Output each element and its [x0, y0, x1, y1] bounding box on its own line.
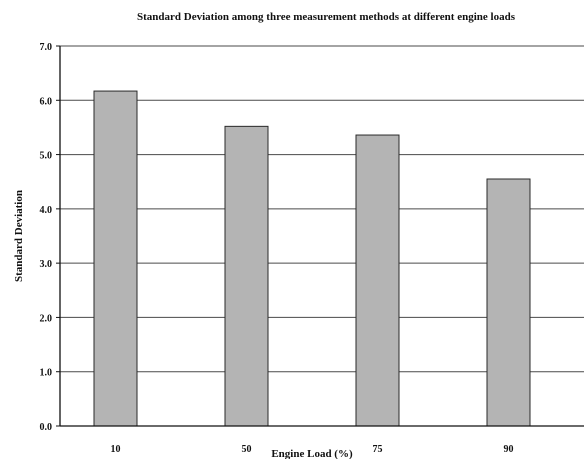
y-tick-label: 6.0 — [40, 96, 53, 107]
bar-75 — [355, 134, 400, 427]
axes — [56, 45, 584, 427]
bar-10 — [93, 90, 138, 427]
y-tick-label: 7.0 — [40, 42, 53, 53]
chart-title: Standard Deviation among three measureme… — [137, 11, 516, 23]
y-axis-label: Standard Deviation — [13, 190, 25, 282]
x-axis-label: Engine Load (%) — [271, 448, 353, 459]
x-tick-label: 50 — [242, 444, 252, 455]
y-tick-label: 1.0 — [40, 368, 53, 379]
x-tick-label: 75 — [373, 444, 383, 455]
x-tick-label: 10 — [111, 444, 121, 455]
y-tick-label: 2.0 — [40, 313, 53, 324]
y-tick-labels: 0.0 1.0 2.0 3.0 4.0 5.0 6.0 7.0 — [40, 42, 53, 433]
bar-50 — [224, 125, 269, 427]
y-tick-label: 5.0 — [40, 151, 53, 162]
bars — [93, 90, 531, 427]
bar-90 — [486, 178, 531, 427]
y-tick-label: 0.0 — [40, 422, 53, 433]
y-tick-label: 4.0 — [40, 205, 53, 216]
gridlines — [60, 45, 584, 373]
y-tick-label: 3.0 — [40, 259, 53, 270]
x-tick-labels: 10 50 75 90 — [111, 444, 514, 455]
x-tick-label: 90 — [504, 444, 514, 455]
